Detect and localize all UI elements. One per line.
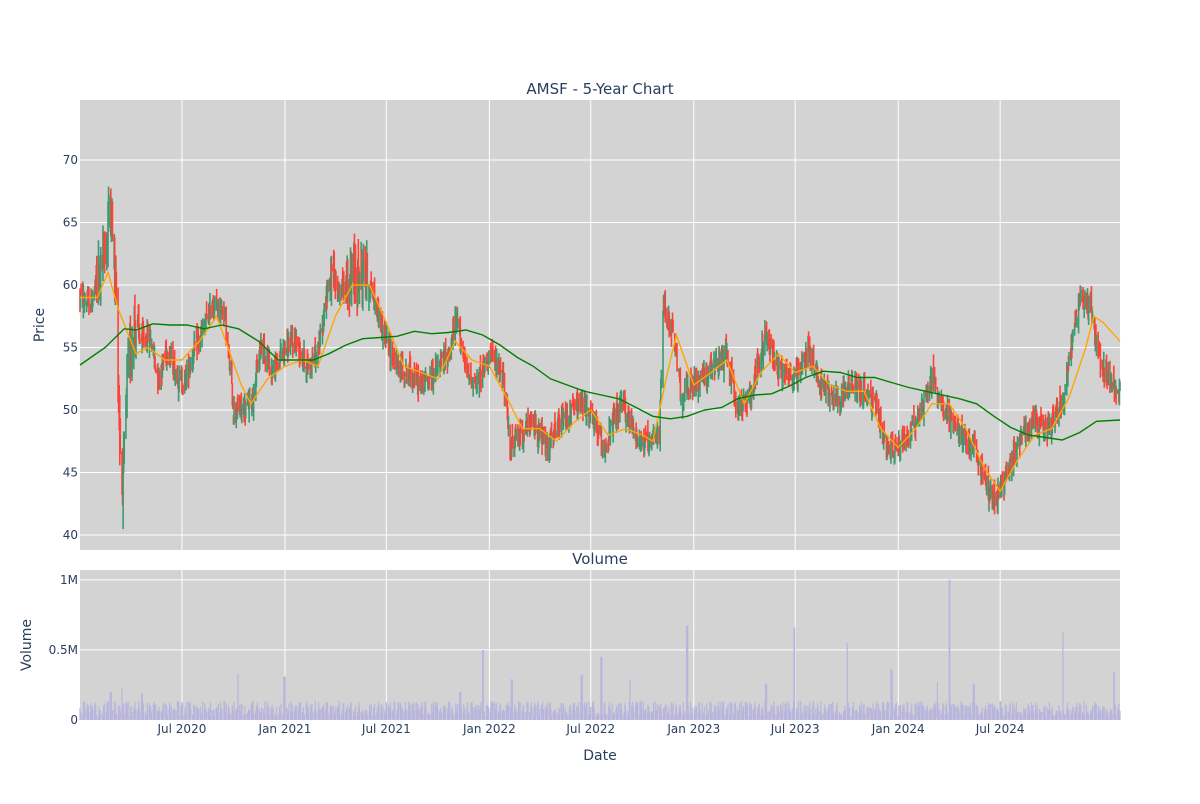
price-y-tick-label: 55 <box>63 341 78 355</box>
x-tick-label: Jan 2021 <box>258 722 312 736</box>
price-y-tick-label: 45 <box>63 466 78 480</box>
x-tick-label: Jan 2022 <box>462 722 516 736</box>
x-tick-label: Jul 2023 <box>770 722 820 736</box>
moving-average-long-line <box>79 323 1121 441</box>
volume-y-tick-label: 0.5M <box>49 643 78 657</box>
price-y-tick-label: 40 <box>63 528 78 542</box>
volume-plot-area <box>80 570 1120 720</box>
moving-average-short-line <box>80 270 1121 493</box>
price-y-tick-label: 50 <box>63 403 78 417</box>
volume-y-axis-label: Volume <box>19 619 35 671</box>
x-tick-label: Jan 2024 <box>871 722 925 736</box>
volume-y-tick-label: 1M <box>60 573 78 587</box>
price-plot-area <box>80 100 1120 550</box>
price-y-tick-label: 70 <box>63 153 78 167</box>
volume-y-tick-label: 0 <box>70 713 78 727</box>
x-tick-label: Jul 2022 <box>565 722 615 736</box>
x-tick-label: Jul 2021 <box>361 722 411 736</box>
price-y-tick-label: 60 <box>63 278 78 292</box>
price-y-tick-label: 65 <box>63 216 78 230</box>
volume-title: Volume <box>572 550 628 568</box>
x-tick-label: Jul 2024 <box>975 722 1025 736</box>
chart-title: AMSF - 5-Year Chart <box>526 80 673 98</box>
x-tick-label: Jul 2020 <box>157 722 207 736</box>
x-tick-label: Jan 2023 <box>666 722 720 736</box>
price-y-axis-label: Price <box>32 308 48 342</box>
x-axis-label: Date <box>583 748 616 764</box>
